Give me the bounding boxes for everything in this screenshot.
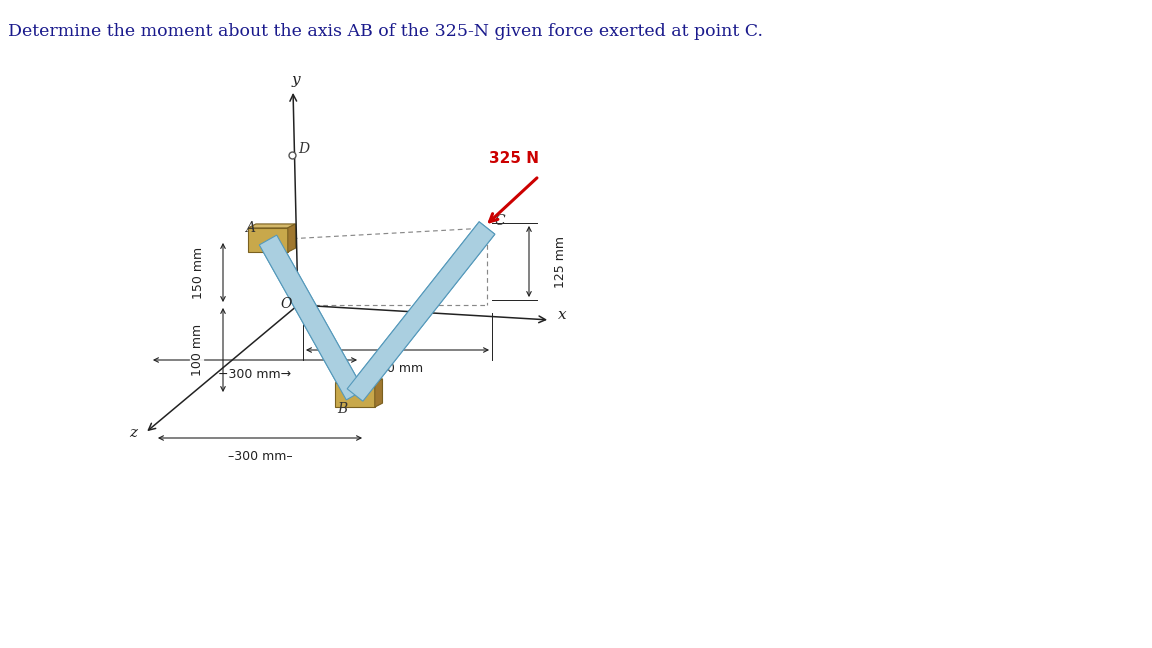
Text: D: D bbox=[298, 142, 310, 156]
Text: –300 mm–: –300 mm– bbox=[228, 450, 293, 463]
Polygon shape bbox=[259, 235, 364, 400]
Polygon shape bbox=[335, 379, 382, 383]
Polygon shape bbox=[335, 383, 374, 407]
Polygon shape bbox=[248, 224, 296, 228]
Text: x: x bbox=[558, 308, 567, 322]
Text: 125 mm: 125 mm bbox=[554, 235, 568, 288]
Polygon shape bbox=[248, 228, 288, 252]
Polygon shape bbox=[347, 222, 495, 401]
Text: y: y bbox=[291, 73, 301, 87]
Text: −300 mm→: −300 mm→ bbox=[219, 368, 291, 381]
Text: 150 mm: 150 mm bbox=[371, 362, 424, 375]
Text: 150 mm: 150 mm bbox=[191, 246, 205, 299]
Polygon shape bbox=[288, 224, 296, 252]
Text: O: O bbox=[280, 297, 291, 311]
Polygon shape bbox=[347, 222, 495, 401]
Text: Determine the moment about the axis AB of the 325-N given force exerted at point: Determine the moment about the axis AB o… bbox=[8, 23, 763, 40]
Text: C: C bbox=[494, 214, 506, 228]
Polygon shape bbox=[374, 379, 382, 407]
Text: 100 mm: 100 mm bbox=[190, 324, 204, 376]
Text: A: A bbox=[245, 221, 255, 235]
Text: z: z bbox=[129, 426, 137, 440]
Text: B: B bbox=[336, 402, 347, 416]
Polygon shape bbox=[259, 235, 364, 400]
Text: 325 N: 325 N bbox=[488, 151, 539, 166]
